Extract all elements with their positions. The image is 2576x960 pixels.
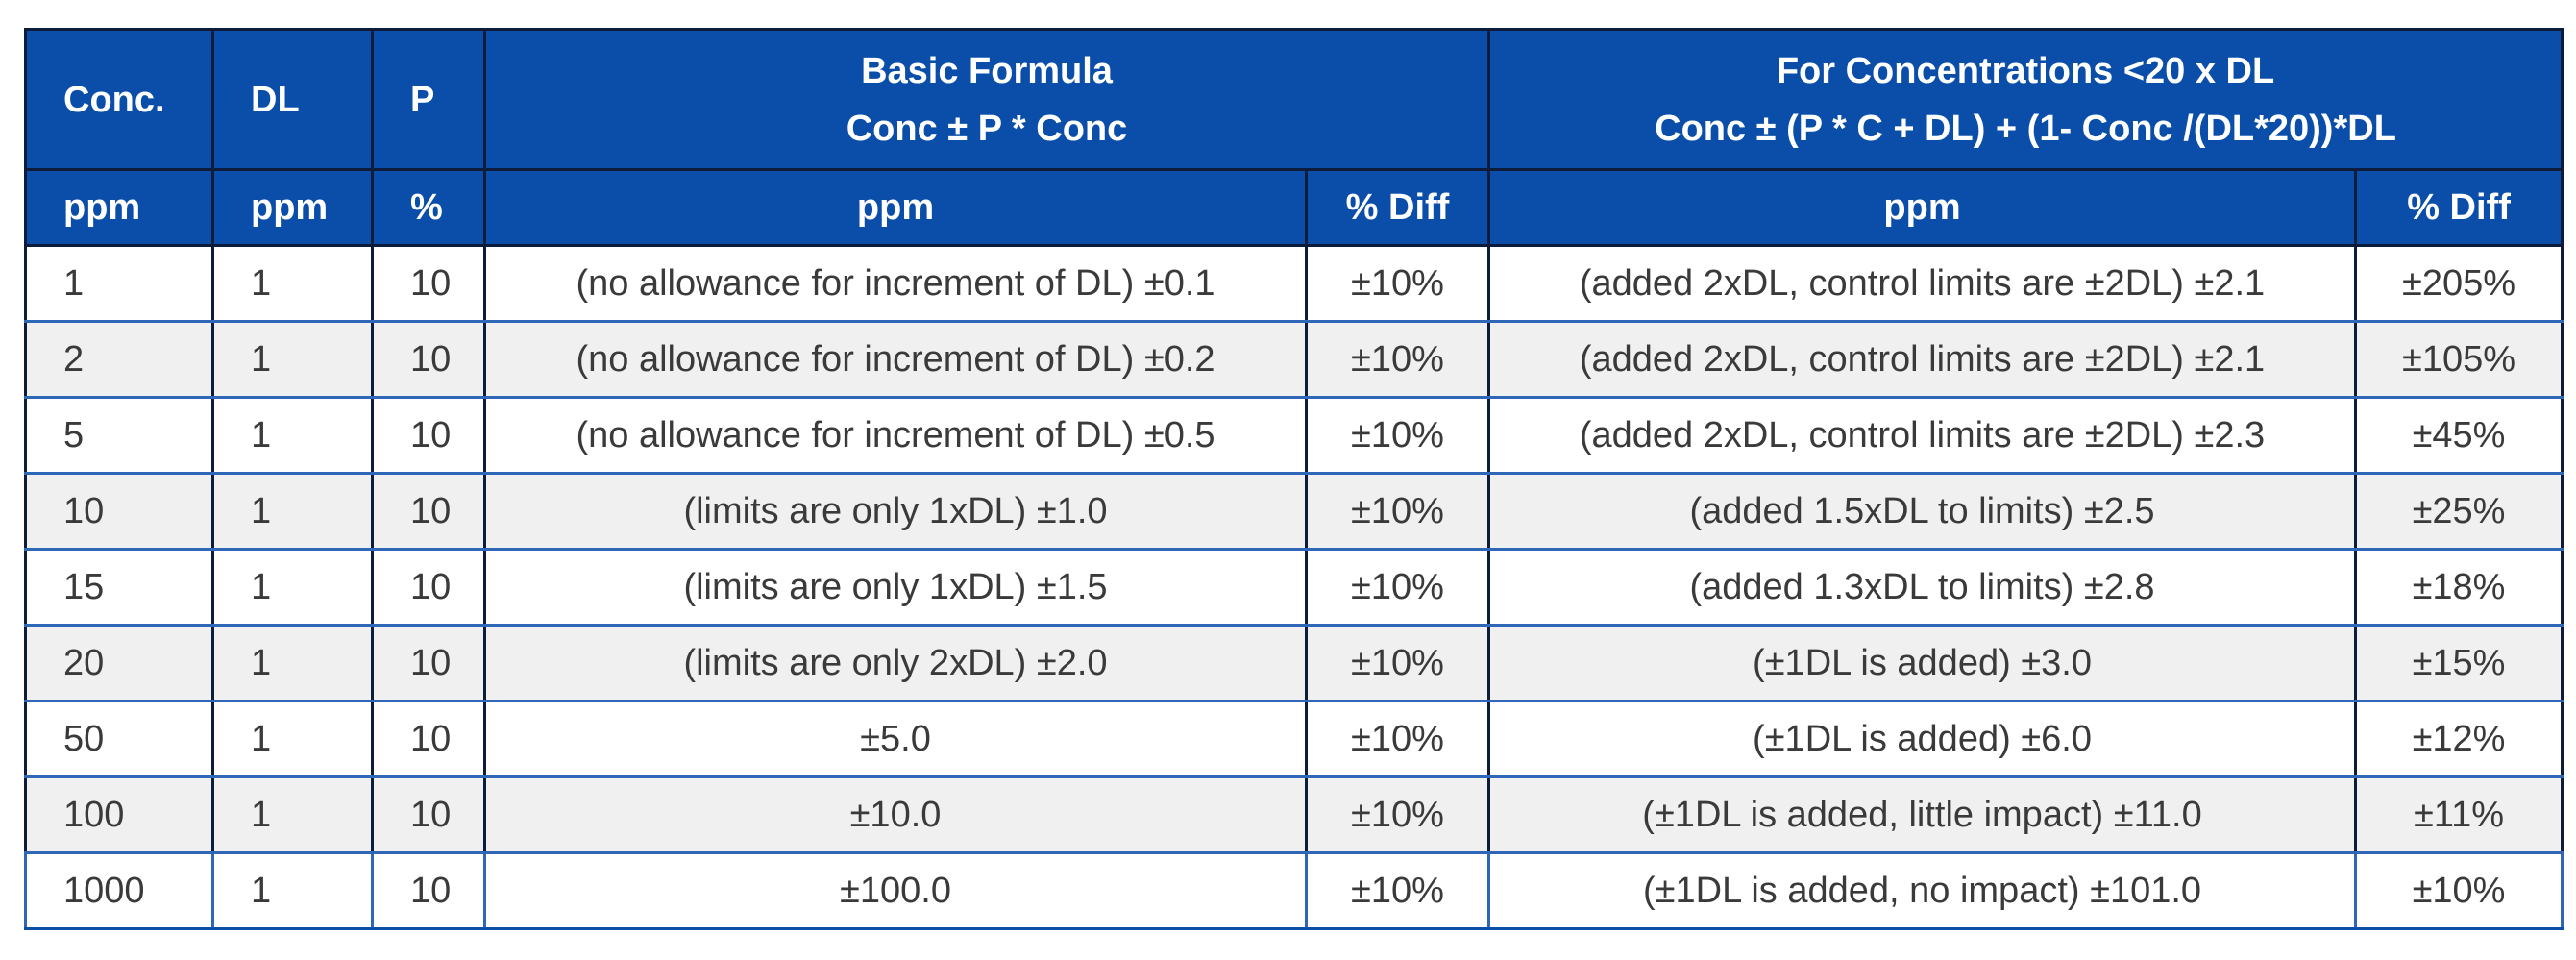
cell-basic-ppm: (no allowance for increment of DL) ±0.5 [483,397,1308,475]
cell-dl: 1 [211,473,374,551]
cell-low-ppm: (±1DL is added) ±6.0 [1487,701,2358,778]
header-basic-formula: Basic Formula Conc ± P * Conc [482,28,1491,171]
cell-conc: 1 [24,245,214,323]
cell-conc: 10 [24,473,214,551]
unit-basic-diff: % Diff [1304,168,1491,247]
cell-basic-ppm: ±5.0 [483,701,1308,778]
low-concentration-expression: Conc ± (P * C + DL) + (1- Conc /(DL*20))… [1655,108,2396,149]
table-row: 2 1 10 (no allowance for increment of DL… [24,321,2564,399]
header-p: P [371,28,486,171]
cell-conc: 20 [24,625,214,702]
cell-basic-diff: ±10% [1304,473,1491,551]
cell-basic-ppm: ±100.0 [483,852,1308,930]
cell-dl: 1 [211,625,374,702]
cell-p: 10 [371,852,486,930]
cell-p: 10 [371,549,486,627]
cell-basic-diff: ±10% [1304,397,1491,475]
cell-dl: 1 [211,321,374,399]
unit-dl: ppm [211,168,374,247]
cell-conc: 100 [24,776,214,854]
unit-conc: ppm [24,168,214,247]
table-row: 1000 1 10 ±100.0 ±10% (±1DL is added, no… [24,852,2564,930]
basic-formula-expression: Conc ± P * Conc [846,108,1128,149]
unit-p: % [371,168,486,247]
cell-low-diff: ±25% [2354,473,2564,551]
header-low-concentration: For Concentrations <20 x DL Conc ± (P * … [1487,28,2564,171]
cell-low-diff: ±18% [2354,549,2564,627]
header-dl: DL [211,28,374,171]
table-row: 1 1 10 (no allowance for increment of DL… [24,245,2564,323]
cell-low-diff: ±12% [2354,701,2564,778]
table-row: 100 1 10 ±10.0 ±10% (±1DL is added, litt… [24,776,2564,854]
table-row: 20 1 10 (limits are only 2xDL) ±2.0 ±10%… [24,625,2564,702]
cell-conc: 5 [24,397,214,475]
unit-basic-ppm: ppm [483,168,1308,247]
cell-basic-ppm: (no allowance for increment of DL) ±0.2 [483,321,1308,399]
cell-low-diff: ±10% [2354,852,2564,930]
cell-low-diff: ±45% [2354,397,2564,475]
cell-low-diff: ±15% [2354,625,2564,702]
header-row-units: ppm ppm % ppm % Diff ppm % Diff [24,168,2564,247]
cell-dl: 1 [211,701,374,778]
cell-basic-ppm: (limits are only 2xDL) ±2.0 [483,625,1308,702]
cell-dl: 1 [211,852,374,930]
low-concentration-title: For Concentrations <20 x DL [1776,50,2275,91]
cell-p: 10 [371,245,486,323]
cell-p: 10 [371,625,486,702]
unit-low-ppm: ppm [1487,168,2358,247]
cell-low-ppm: (added 2xDL, control limits are ±2DL) ±2… [1487,397,2358,475]
detection-limit-table: Conc. DL P Basic Formula Conc ± P * Conc… [24,28,2564,930]
cell-dl: 1 [211,245,374,323]
cell-low-diff: ±105% [2354,321,2564,399]
detection-limit-table-container: Conc. DL P Basic Formula Conc ± P * Conc… [24,28,2564,930]
cell-conc: 50 [24,701,214,778]
cell-low-ppm: (added 2xDL, control limits are ±2DL) ±2… [1487,245,2358,323]
cell-dl: 1 [211,549,374,627]
cell-basic-ppm: (no allowance for increment of DL) ±0.1 [483,245,1308,323]
cell-low-ppm: (±1DL is added) ±3.0 [1487,625,2358,702]
cell-p: 10 [371,321,486,399]
cell-basic-diff: ±10% [1304,549,1491,627]
cell-conc: 1000 [24,852,214,930]
table-row: 15 1 10 (limits are only 1xDL) ±1.5 ±10%… [24,549,2564,627]
table-body: 1 1 10 (no allowance for increment of DL… [24,245,2564,930]
cell-basic-diff: ±10% [1304,776,1491,854]
cell-basic-diff: ±10% [1304,245,1491,323]
table-header: Conc. DL P Basic Formula Conc ± P * Conc… [24,28,2564,247]
cell-p: 10 [371,701,486,778]
cell-basic-diff: ±10% [1304,321,1491,399]
table-row: 50 1 10 ±5.0 ±10% (±1DL is added) ±6.0 ±… [24,701,2564,778]
cell-low-diff: ±205% [2354,245,2564,323]
cell-low-ppm: (added 1.5xDL to limits) ±2.5 [1487,473,2358,551]
unit-low-diff: % Diff [2354,168,2564,247]
cell-p: 10 [371,776,486,854]
cell-low-ppm: (added 2xDL, control limits are ±2DL) ±2… [1487,321,2358,399]
cell-p: 10 [371,397,486,475]
cell-dl: 1 [211,397,374,475]
cell-low-diff: ±11% [2354,776,2564,854]
table-row: 5 1 10 (no allowance for increment of DL… [24,397,2564,475]
cell-basic-ppm: (limits are only 1xDL) ±1.0 [483,473,1308,551]
cell-basic-ppm: ±10.0 [483,776,1308,854]
cell-low-ppm: (±1DL is added, little impact) ±11.0 [1487,776,2358,854]
cell-low-ppm: (added 1.3xDL to limits) ±2.8 [1487,549,2358,627]
cell-p: 10 [371,473,486,551]
cell-basic-diff: ±10% [1304,701,1491,778]
cell-basic-ppm: (limits are only 1xDL) ±1.5 [483,549,1308,627]
header-conc: Conc. [24,28,214,171]
cell-low-ppm: (±1DL is added, no impact) ±101.0 [1487,852,2358,930]
header-row-top: Conc. DL P Basic Formula Conc ± P * Conc… [24,28,2564,171]
cell-conc: 15 [24,549,214,627]
cell-basic-diff: ±10% [1304,852,1491,930]
cell-basic-diff: ±10% [1304,625,1491,702]
table-row: 10 1 10 (limits are only 1xDL) ±1.0 ±10%… [24,473,2564,551]
cell-conc: 2 [24,321,214,399]
cell-dl: 1 [211,776,374,854]
basic-formula-title: Basic Formula [861,50,1113,91]
